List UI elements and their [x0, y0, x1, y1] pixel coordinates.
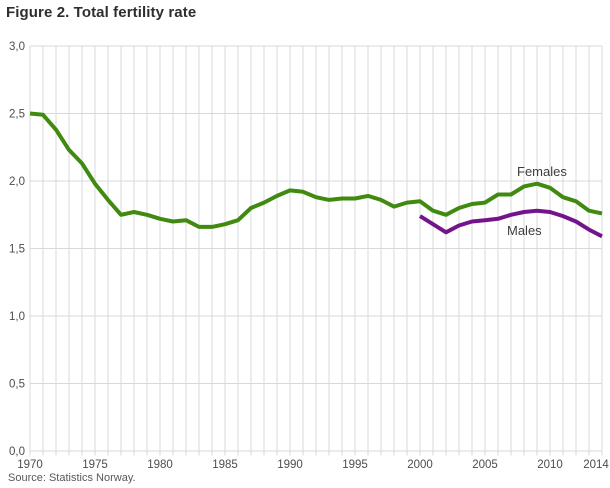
females-line [29, 111, 603, 229]
x-tick-label-1990: 1990 [277, 459, 303, 471]
x-tick-label-2000: 2000 [407, 459, 433, 471]
y-tick-label-0,5: 0,5 [9, 379, 25, 391]
y-tick-label-1,0: 1,0 [9, 311, 25, 323]
x-tick-label-1995: 1995 [342, 459, 368, 471]
x-tick-label-2014: 2014 [583, 459, 609, 471]
series-label-females: Females [517, 164, 567, 179]
x-tick-label-1970: 1970 [17, 459, 43, 471]
x-tick-label-2005: 2005 [472, 459, 498, 471]
source-note: Source: Statistics Norway. [8, 472, 136, 484]
x-tick-label-2010: 2010 [537, 459, 563, 471]
x-tick-label-1985: 1985 [212, 459, 238, 471]
y-tick-label-2,0: 2,0 [9, 176, 25, 188]
x-tick-label-1975: 1975 [82, 459, 108, 471]
y-tick-label-3,0: 3,0 [9, 41, 25, 53]
x-tick-label-1980: 1980 [147, 459, 173, 471]
y-tick-label-1,5: 1,5 [9, 244, 25, 256]
y-tick-label-0,0: 0,0 [9, 446, 25, 458]
y-tick-label-2,5: 2,5 [9, 109, 25, 121]
figure-title: Figure 2. Total fertility rate [6, 4, 197, 21]
series-label-males: Males [507, 223, 542, 238]
males-line [418, 208, 603, 239]
